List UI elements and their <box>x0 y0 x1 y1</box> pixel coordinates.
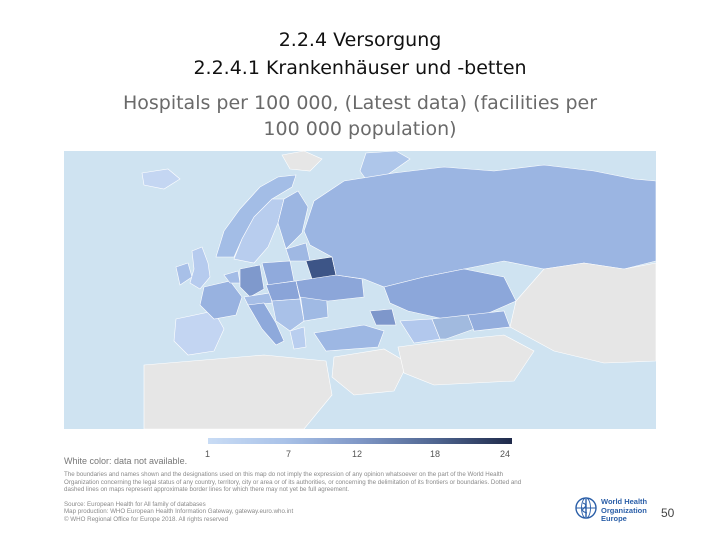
region-turkey <box>313 324 385 352</box>
color-legend: 1 7 12 18 24 <box>205 438 512 459</box>
region-poland <box>261 260 295 286</box>
region-benelux <box>223 270 241 284</box>
region-kyrgyzstan-tajikistan <box>467 310 511 332</box>
map-disclaimer: The boundaries and names shown and the d… <box>64 471 569 494</box>
region-switzerland-austria <box>243 292 273 306</box>
region-iran-afghanistan <box>397 334 535 386</box>
who-emblem-icon <box>575 497 597 519</box>
map-title-line-1: Hospitals per 100 000, (Latest data) (fa… <box>122 92 598 114</box>
region-united-kingdom <box>189 246 211 290</box>
legend-tick-label: 1 <box>205 449 211 459</box>
legend-tick-label: 12 <box>352 449 363 459</box>
source-line: Map production: WHO European Health Info… <box>64 508 294 516</box>
region-germany <box>239 264 265 298</box>
slide-heading: 2.2.4 Versorgung <box>278 29 442 51</box>
disclaimer-line: dashed lines on maps represent approxima… <box>64 486 350 494</box>
legend-tick-label: 18 <box>430 449 441 459</box>
disclaimer-line: The boundaries and names shown and the d… <box>64 471 504 478</box>
map-title: Hospitals per 100 000, (Latest data) (fa… <box>60 90 660 142</box>
region-iceland <box>141 168 181 190</box>
legend-tick-label: 7 <box>286 449 292 459</box>
map-canvas <box>141 151 656 429</box>
slide-title: 2.2.4 Versorgung 2.2.4.1 Krankenhäuser u… <box>0 26 720 82</box>
region-kazakhstan <box>383 268 517 320</box>
no-data-note: White color: data not available. <box>64 456 188 466</box>
legend-gradient-bar <box>208 438 512 444</box>
region-ukraine <box>295 274 365 302</box>
region-balkans <box>271 298 305 332</box>
region-ireland <box>175 262 193 286</box>
who-europe-logo: World Health Organization Europe <box>574 496 656 530</box>
who-wordmark-line: Organization <box>601 505 647 515</box>
region-greece <box>289 326 307 350</box>
who-wordmark-line: World Health <box>601 497 648 506</box>
region-middle-east <box>331 348 409 396</box>
region-north-africa <box>143 354 333 429</box>
region-italy <box>247 302 285 346</box>
source-line: Source: European Health for All family o… <box>64 501 206 508</box>
disclaimer-line: Organization concerning the legal status… <box>64 478 522 486</box>
page-number: 50 <box>661 506 675 520</box>
source-line: © WHO Regional Office for Europe 2018. A… <box>64 515 229 523</box>
who-wordmark: World Health Organization Europe <box>601 497 648 524</box>
who-wordmark-line: Europe <box>601 514 627 524</box>
region-china-mongolia <box>509 262 656 364</box>
source-note: Source: European Health for All family o… <box>64 501 384 523</box>
region-svalbard <box>281 151 323 172</box>
map-title-line-2: 100 000 population) <box>263 118 457 140</box>
slide-subheading: 2.2.4.1 Krankenhäuser und -betten <box>193 57 527 79</box>
region-caucasus <box>369 308 397 326</box>
choropleth-map[interactable] <box>64 151 656 429</box>
legend-tick-label: 24 <box>500 449 511 459</box>
region-uzbekistan <box>431 314 475 340</box>
